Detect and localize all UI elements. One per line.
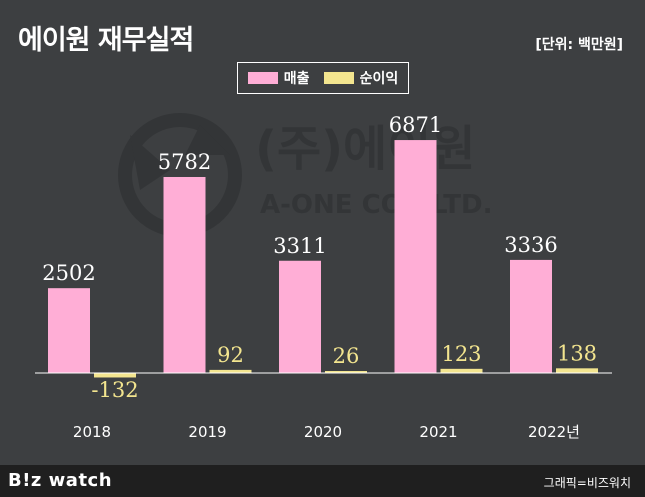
bar-net-income-2019 — [209, 369, 252, 373]
category-label: 2019 — [188, 423, 226, 441]
data-label-net-income: 138 — [557, 341, 597, 365]
bar-sales-2022 — [510, 259, 552, 373]
unit-label: [단위: 백만원] — [535, 37, 623, 53]
data-label-sales: 6871 — [389, 113, 442, 137]
data-label-sales: 2502 — [42, 261, 95, 285]
legend: 매출 순이익 — [237, 62, 409, 94]
category-label: 2022년 — [528, 423, 580, 441]
bar-net-income-2021 — [440, 368, 483, 373]
legend-label-sales: 매출 — [283, 71, 310, 87]
data-label-sales: 3311 — [273, 234, 326, 258]
footer: B!z watch 그래픽=비즈워치 — [0, 465, 645, 497]
legend-swatch-sales — [247, 72, 278, 84]
watermark-english-name: A-ONE CO., LTD. — [260, 190, 492, 220]
category-label: 2021 — [419, 423, 457, 441]
data-label-net-income: 123 — [441, 342, 481, 366]
bar-net-income-2022 — [556, 368, 598, 373]
data-label-net-income: -132 — [91, 378, 138, 402]
bizwatch-logo: B!z watch — [8, 470, 113, 491]
legend-label-net-income: 순이익 — [359, 71, 399, 87]
category-label: 2018 — [73, 423, 111, 441]
data-label-net-income: 26 — [333, 344, 360, 368]
category-label: 2020 — [304, 423, 342, 441]
bar-net-income-2020 — [325, 371, 367, 373]
legend-item-net-income: 순이익 — [323, 68, 399, 88]
legend-swatch-net-income — [323, 72, 354, 84]
watermark-arrow-icon — [185, 125, 230, 155]
bar-chart: 2502 -132 2018 5782 92 2019 3311 26 2020 6871 123 2… — [35, 113, 612, 441]
data-label-sales: 3336 — [504, 233, 557, 257]
bar-sales-2018 — [48, 288, 90, 373]
legend-item-sales: 매출 — [247, 68, 310, 88]
watermark-name: (주)에이원 — [255, 121, 476, 177]
data-label-sales: 5782 — [158, 150, 211, 174]
chart-title: 에이원 재무실적 — [18, 25, 194, 56]
bar-sales-2019 — [163, 176, 206, 373]
watermark-arrow-icon — [130, 135, 170, 190]
bar-sales-2021 — [394, 140, 437, 373]
bar-sales-2020 — [279, 260, 321, 373]
data-label-net-income: 92 — [217, 343, 244, 367]
graphic-credit: 그래픽=비즈워치 — [543, 476, 631, 490]
bar-net-income-2018 — [94, 373, 136, 378]
